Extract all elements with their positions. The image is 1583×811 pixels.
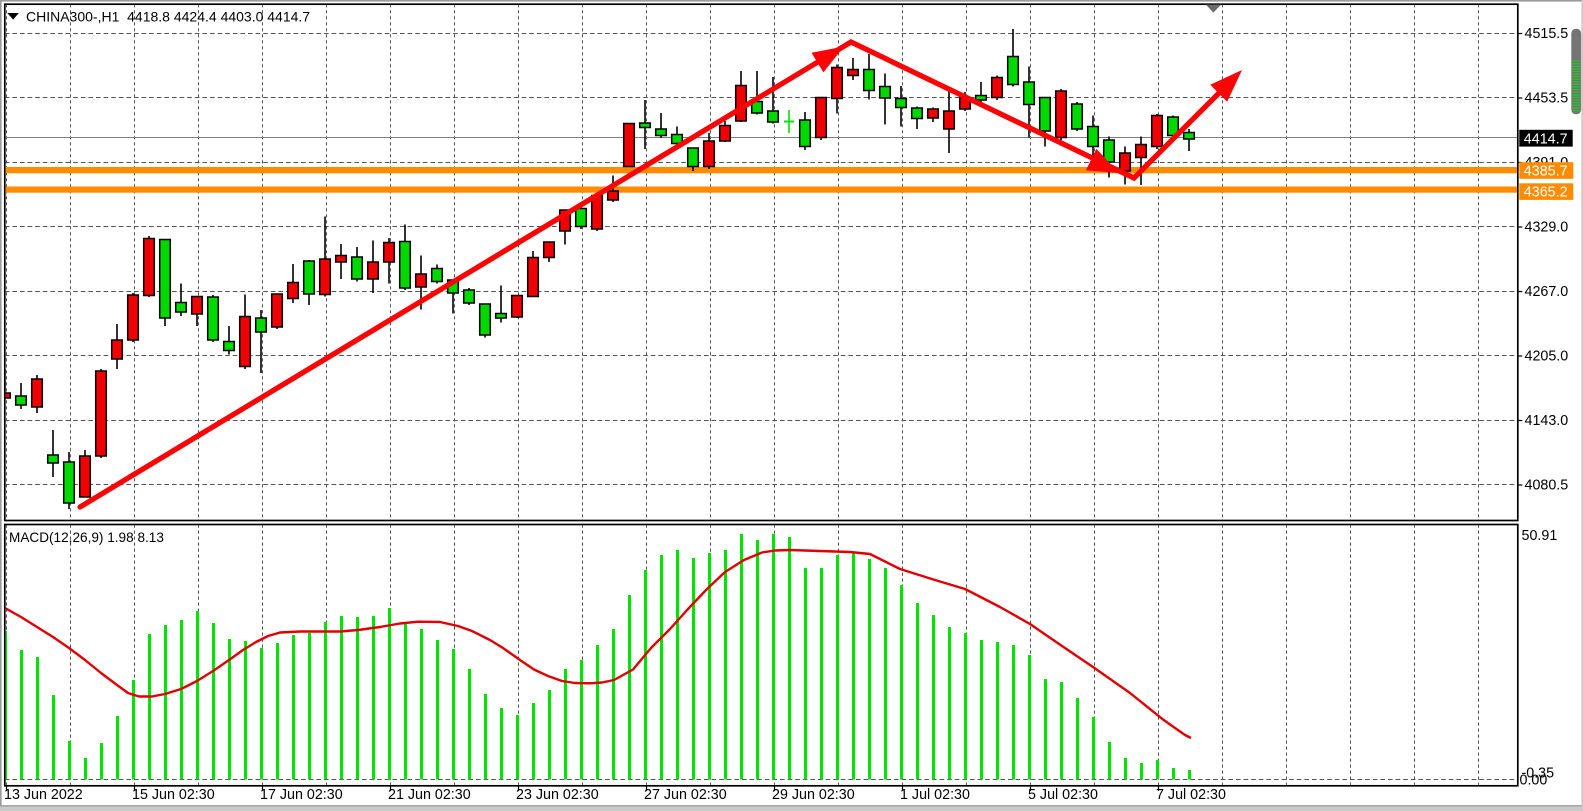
svg-text:4365.2: 4365.2 bbox=[1524, 185, 1568, 201]
svg-text:17 Jun 02:30: 17 Jun 02:30 bbox=[260, 787, 343, 803]
svg-text:4267.0: 4267.0 bbox=[1525, 284, 1569, 300]
svg-text:4453.5: 4453.5 bbox=[1525, 91, 1569, 107]
svg-text:0.00: 0.00 bbox=[1520, 773, 1548, 789]
svg-text:50.91: 50.91 bbox=[1522, 528, 1558, 544]
svg-text:27 Jun 02:30: 27 Jun 02:30 bbox=[644, 787, 727, 803]
svg-text:-0.35: -0.35 bbox=[1522, 766, 1555, 782]
svg-text:4205.0: 4205.0 bbox=[1525, 349, 1569, 365]
svg-text:4385.7: 4385.7 bbox=[1524, 164, 1568, 180]
svg-text:4329.0: 4329.0 bbox=[1525, 220, 1569, 236]
svg-text:21 Jun 02:30: 21 Jun 02:30 bbox=[388, 787, 471, 803]
svg-text:MACD(12,26,9) 1.98 8.13: MACD(12,26,9) 1.98 8.13 bbox=[9, 530, 164, 545]
svg-text:4414.7: 4414.7 bbox=[1524, 131, 1568, 147]
svg-text:29 Jun 02:30: 29 Jun 02:30 bbox=[772, 787, 855, 803]
svg-text:5 Jul 02:30: 5 Jul 02:30 bbox=[1028, 787, 1098, 803]
svg-text:15 Jun 02:30: 15 Jun 02:30 bbox=[132, 787, 215, 803]
svg-text:1 Jul 02:30: 1 Jul 02:30 bbox=[900, 787, 970, 803]
svg-text:23 Jun 02:30: 23 Jun 02:30 bbox=[516, 787, 599, 803]
svg-text:7 Jul 02:30: 7 Jul 02:30 bbox=[1156, 787, 1226, 803]
svg-text:CHINA300-,H1 4418.8 4424.4 44: CHINA300-,H1 4418.8 4424.4 4403.0 4414.7 bbox=[26, 9, 310, 25]
svg-text:4143.0: 4143.0 bbox=[1525, 413, 1569, 429]
svg-text:4080.5: 4080.5 bbox=[1525, 478, 1569, 494]
svg-text:4515.5: 4515.5 bbox=[1525, 26, 1569, 42]
svg-text:13 Jun 2022: 13 Jun 2022 bbox=[4, 787, 83, 803]
